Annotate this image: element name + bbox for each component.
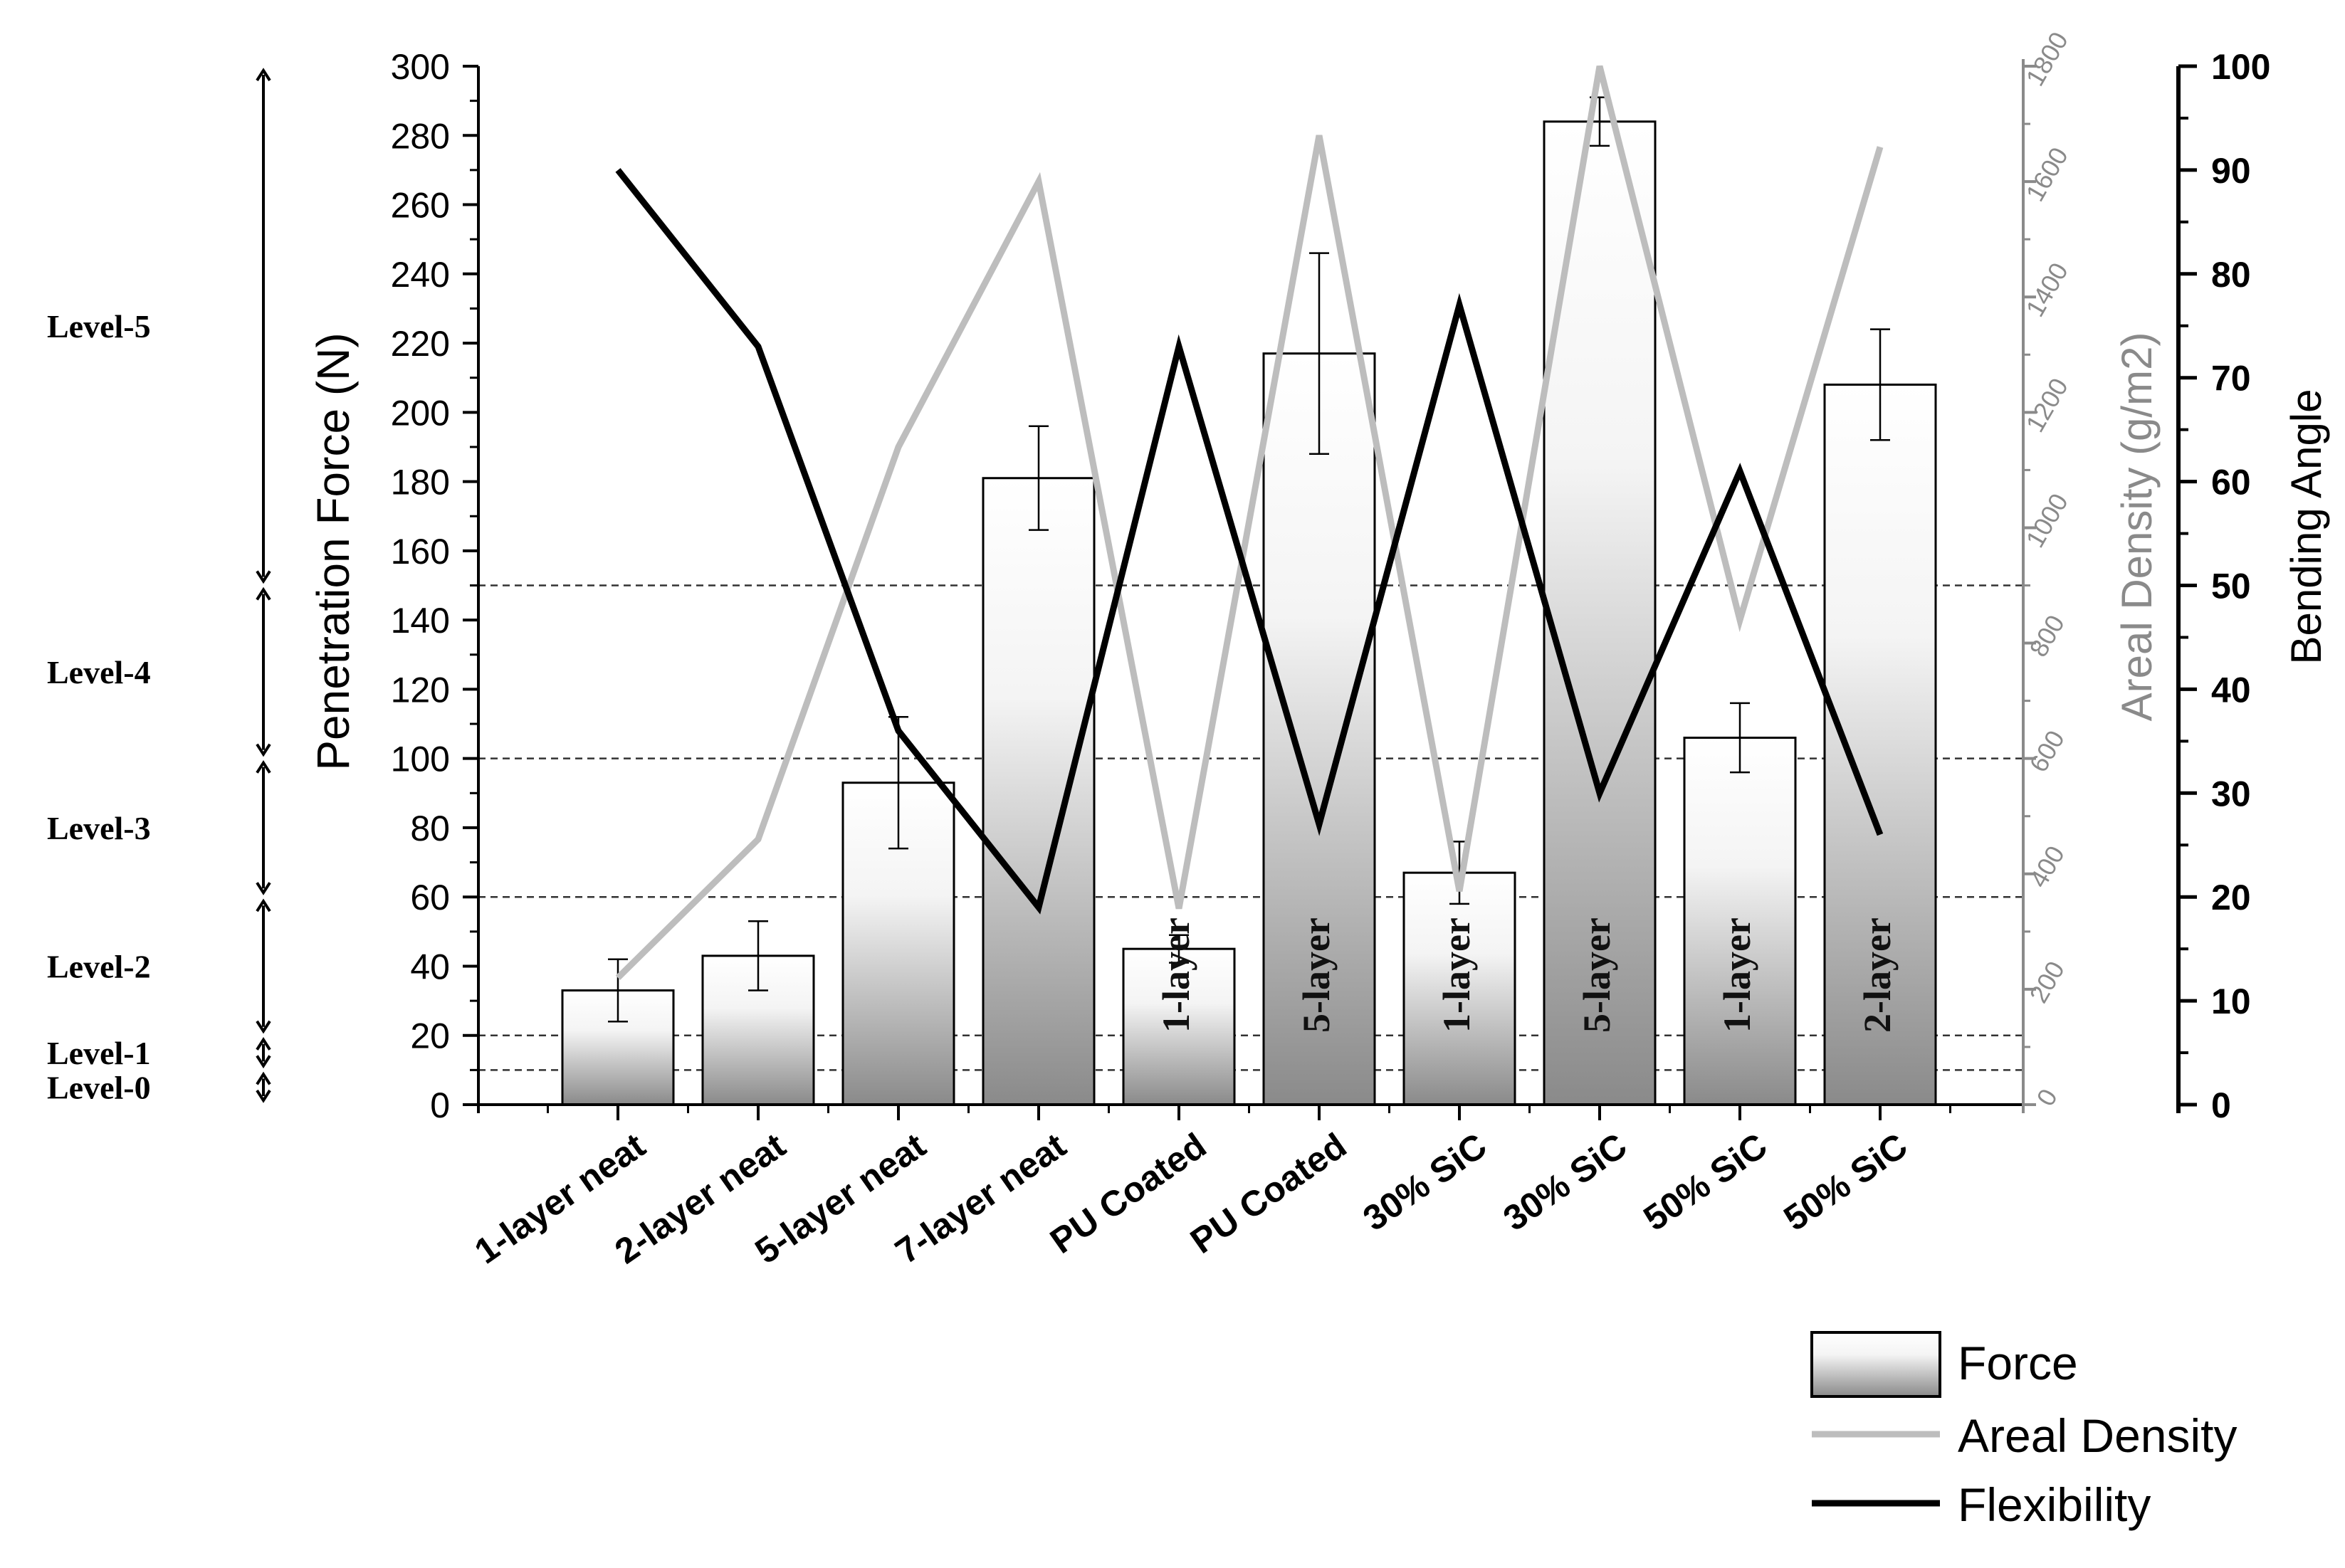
y-tick-label: 140 xyxy=(391,601,450,641)
y-tick-label: 200 xyxy=(391,393,450,433)
y-tick-label: 180 xyxy=(391,463,450,503)
bar-inner-label: 5-layer xyxy=(1295,917,1338,1033)
y-tick-label: 300 xyxy=(391,47,450,87)
y-tick-label: 0 xyxy=(430,1085,450,1125)
level-label: Level-5 xyxy=(47,308,151,344)
y3-tick-label: 50 xyxy=(2211,567,2251,606)
y3-tick-label: 60 xyxy=(2211,463,2251,503)
legend: Force Areal Density Flexibility xyxy=(1810,1331,2238,1531)
areal-density-line xyxy=(615,65,1884,980)
y-tick-label: 160 xyxy=(391,532,450,572)
bar-inner-label: 1-layer xyxy=(1716,917,1758,1033)
legend-flexibility-label: Flexibility xyxy=(1958,1478,2151,1531)
axis-labels: Penetration Force (N) Areal Density (g/m… xyxy=(308,332,2330,771)
y-tick-label: 240 xyxy=(391,255,450,295)
level-label: Level-0 xyxy=(47,1070,151,1106)
bar-inner-label: 5-layer xyxy=(1575,917,1618,1033)
y-tick-label: 280 xyxy=(391,116,450,156)
level-label: Level-1 xyxy=(47,1035,151,1071)
y-tick-label: 60 xyxy=(410,878,450,917)
force-bar xyxy=(982,477,1096,1106)
legend-force-label: Force xyxy=(1958,1337,2078,1389)
force-bar xyxy=(1683,736,1797,1106)
legend-force-swatch xyxy=(1810,1331,1941,1398)
level-range-arrow xyxy=(256,898,271,1034)
level-range-arrow xyxy=(256,1071,271,1103)
level-label: Level-2 xyxy=(47,948,151,984)
protection-levels: Level-5 Level-4 Level-3 Level-2 Level-1Level… xyxy=(47,68,271,1106)
bar-inner-label: 2-layer xyxy=(1856,917,1899,1033)
bar-inner-label: 1-layer xyxy=(1155,917,1197,1033)
y3-tick-label: 10 xyxy=(2211,982,2251,1021)
y3-axis-title: Bending Angle xyxy=(2282,389,2330,664)
force-bars: 1-layer 5-layer 1-layer 5-layer 1-layer 2-lay… xyxy=(561,96,1937,1106)
y3-tick-label: 80 xyxy=(2211,255,2251,295)
y3-tick-label: 70 xyxy=(2211,359,2251,399)
y3-tick-label: 0 xyxy=(2211,1085,2231,1125)
y3-tick-label: 20 xyxy=(2211,878,2251,917)
level-label: Level-4 xyxy=(47,654,151,690)
level-range-arrow xyxy=(256,759,271,895)
legend-areal-density-label: Areal Density xyxy=(1958,1409,2238,1462)
y-tick-label: 120 xyxy=(391,670,450,710)
level-range-arrow xyxy=(256,586,271,757)
y2-axis-title: Areal Density (g/m2) xyxy=(2113,332,2161,722)
flexibility-line xyxy=(615,168,1884,915)
y3-tick-label: 30 xyxy=(2211,774,2251,814)
y-tick-label: 80 xyxy=(410,809,450,848)
y3-tick-label: 100 xyxy=(2211,47,2270,87)
y-tick-label: 20 xyxy=(410,1016,450,1056)
bar-inner-label: 1-layer xyxy=(1435,917,1478,1033)
level-label: Level-3 xyxy=(47,810,151,846)
y-tick-label: 100 xyxy=(391,740,450,779)
y-axis-title: Penetration Force (N) xyxy=(308,332,359,770)
level-range-arrow xyxy=(256,1037,271,1069)
force-bar xyxy=(1402,871,1516,1106)
y-tick-label: 220 xyxy=(391,324,450,364)
series-lines xyxy=(615,65,1884,980)
y-tick-label: 260 xyxy=(391,186,450,226)
y3-tick-label: 40 xyxy=(2211,670,2251,710)
level-range-arrow xyxy=(256,68,271,584)
y-tick-label: 40 xyxy=(410,947,450,986)
y3-tick-label: 90 xyxy=(2211,151,2251,191)
